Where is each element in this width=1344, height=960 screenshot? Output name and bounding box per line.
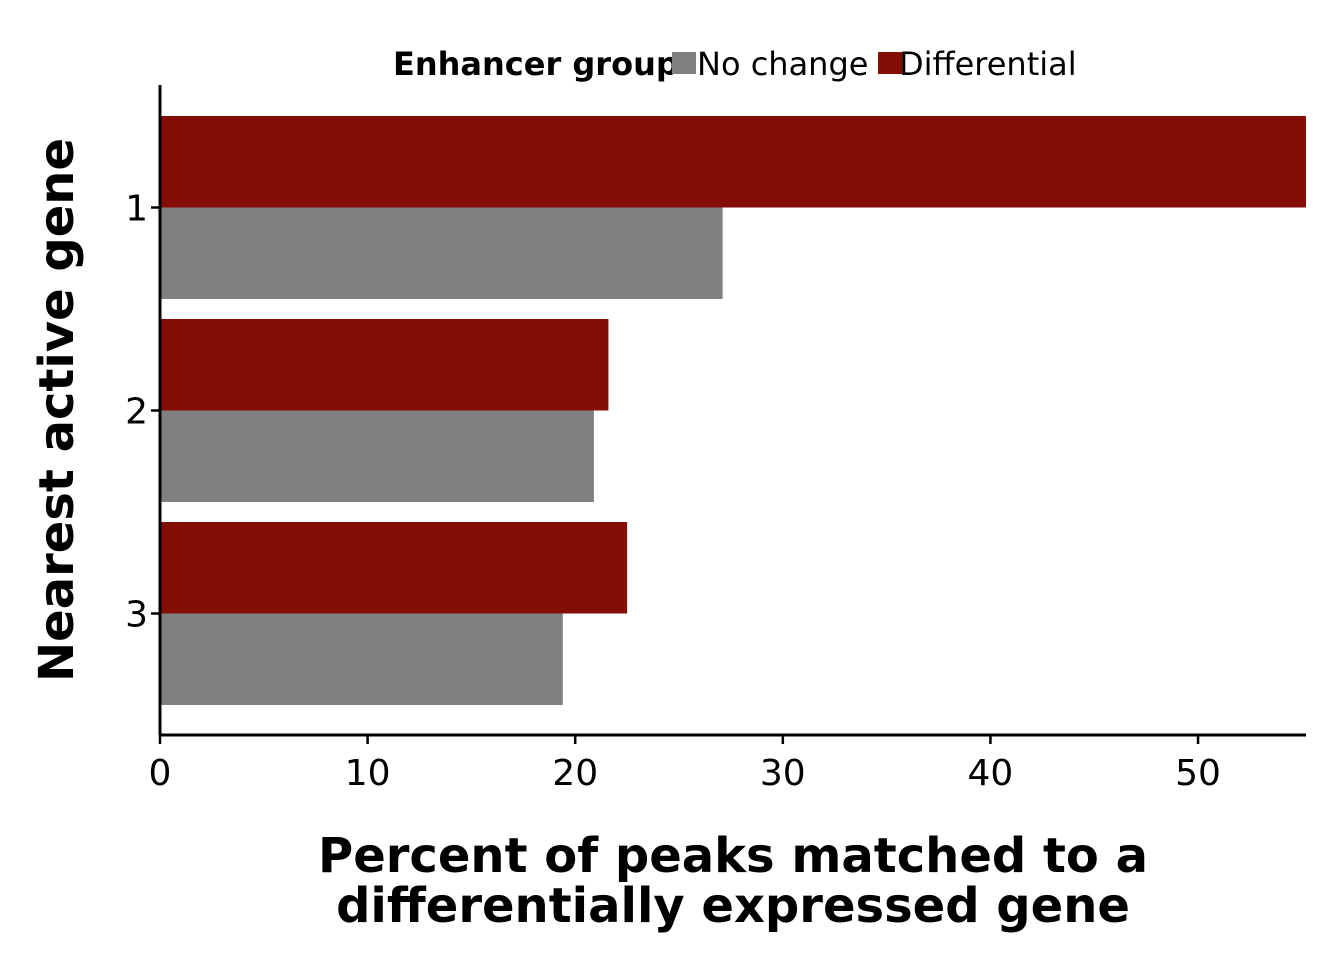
x-tick-label-50: 50 <box>1175 753 1221 794</box>
legend-swatch-no-change <box>672 52 696 74</box>
bar-differential-1 <box>161 116 1306 208</box>
x-tick-label-30: 30 <box>760 753 806 794</box>
y-axis-title: Nearest active gene <box>29 138 85 682</box>
x-tick-label-40: 40 <box>968 753 1014 794</box>
x-tick-label-0: 0 <box>149 753 172 794</box>
legend: Enhancer group No change Differential <box>393 45 1077 83</box>
bar-differential-2 <box>161 319 609 411</box>
bar-no-change-1 <box>161 207 723 299</box>
x-axis-title-line-2: differentially expressed gene <box>336 878 1130 934</box>
bar-no-change-3 <box>161 613 563 705</box>
bar-differential-3 <box>161 522 628 614</box>
y-tick-label-1: 1 <box>125 189 148 230</box>
x-axis-title-line-1: Percent of peaks matched to a <box>318 828 1148 884</box>
x-tick-label-20: 20 <box>552 753 598 794</box>
legend-swatch-differential <box>878 52 902 74</box>
y-tick-label-3: 3 <box>125 595 148 636</box>
bar-no-change-2 <box>161 410 594 502</box>
legend-title: Enhancer group <box>393 45 679 83</box>
bars-group <box>161 116 1306 705</box>
y-tick-label-2: 2 <box>125 392 148 433</box>
legend-label-no-change: No change <box>697 45 868 83</box>
x-tick-label-10: 10 <box>345 753 391 794</box>
legend-label-differential: Differential <box>899 45 1077 83</box>
x-ticks-group: 0 10 20 30 40 50 <box>149 735 1221 794</box>
y-ticks-group: 1 2 3 <box>125 189 160 636</box>
